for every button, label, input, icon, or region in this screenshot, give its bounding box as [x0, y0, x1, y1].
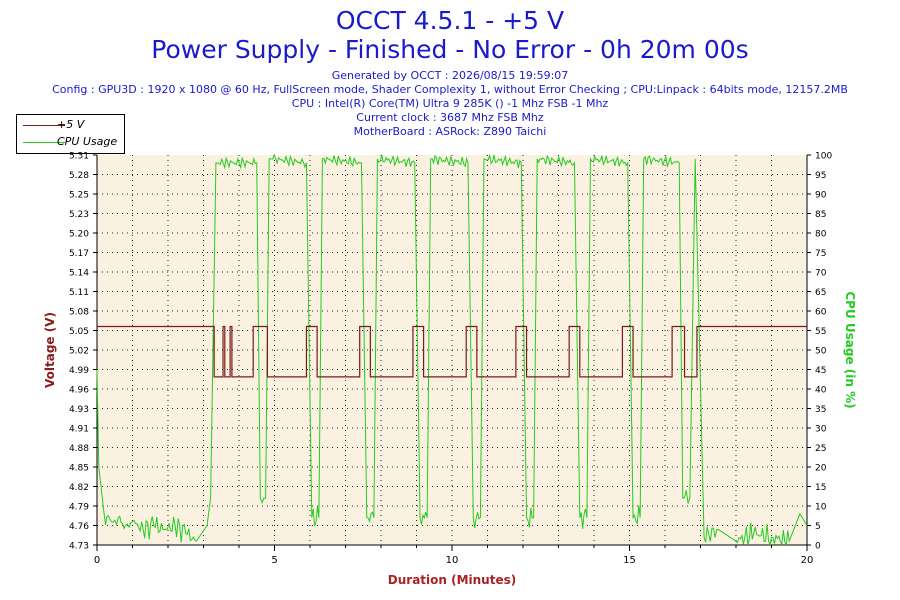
- y-tick-label: 4.88: [69, 444, 89, 454]
- y2-tick-label: 40: [815, 386, 827, 396]
- legend-swatch-cpu: [23, 142, 65, 143]
- y2-tick-label: 95: [815, 171, 826, 181]
- y-tick-label: 4.79: [69, 503, 89, 513]
- y-tick-label: 4.91: [69, 425, 89, 435]
- chart-subtitle: Power Supply - Finished - No Error - 0h …: [151, 35, 749, 64]
- motherboard-info: MotherBoard : ASRock: Z890 Taichi: [353, 125, 547, 138]
- y2-tick-label: 10: [815, 503, 827, 513]
- y2-tick-label: 35: [815, 405, 826, 415]
- y-tick-label: 4.76: [69, 522, 89, 532]
- series-5v: [97, 325, 807, 378]
- y-tick-label: 5.25: [69, 191, 89, 201]
- y-tick-label: 5.20: [69, 230, 89, 240]
- y2-tick-label: 25: [815, 444, 826, 454]
- y2-axis-title: CPU Usage (in %): [843, 291, 857, 408]
- x-tick-label: 20: [801, 555, 814, 566]
- plot-area: [97, 155, 807, 545]
- y-tick-label: 5.08: [69, 308, 89, 318]
- y-tick-label: 5.02: [69, 347, 89, 357]
- y-tick-label: 4.85: [69, 464, 89, 474]
- y2-tick-label: 45: [815, 366, 826, 376]
- y-axis-title: Voltage (V): [43, 312, 57, 388]
- x-tick-label: 0: [94, 555, 100, 566]
- y-tick-label: 5.05: [69, 327, 89, 337]
- config-info: Config : GPU3D : 1920 x 1080 @ 60 Hz, Fu…: [52, 83, 848, 96]
- y2-tick-label: 65: [815, 288, 826, 298]
- generated-info: Generated by OCCT : 2026/08/15 19:59:07: [331, 69, 569, 82]
- y2-tick-label: 30: [815, 425, 827, 435]
- y2-tick-label: 90: [815, 191, 827, 201]
- y-tick-label: 4.96: [69, 386, 89, 396]
- y2-tick-label: 0: [815, 542, 821, 552]
- y-tick-label: 5.28: [69, 171, 89, 181]
- y-tick-label: 5.14: [69, 269, 89, 279]
- legend-item-voltage: +5 V: [17, 117, 124, 133]
- y-tick-label: 4.99: [69, 366, 89, 376]
- y2-tick-label: 5: [815, 522, 821, 532]
- y-tick-label: 4.82: [69, 483, 89, 493]
- y2-tick-label: 85: [815, 210, 826, 220]
- legend-label-cpu: CPU Usage: [57, 135, 118, 148]
- y2-tick-label: 20: [815, 464, 827, 474]
- legend-item-cpu: CPU Usage: [17, 134, 124, 150]
- x-tick-label: 5: [271, 555, 277, 566]
- y2-tick-label: 60: [815, 308, 827, 318]
- chart-title: OCCT 4.5.1 - +5 V: [335, 6, 565, 35]
- x-axis-title: Duration (Minutes): [388, 573, 516, 587]
- legend-swatch-voltage: [23, 125, 65, 126]
- y-tick-label: 5.11: [69, 288, 89, 298]
- x-tick-label: 15: [623, 555, 636, 566]
- cpu-info: CPU : Intel(R) Core(TM) Ultra 9 285K () …: [291, 97, 609, 110]
- x-tick-label: 10: [446, 555, 459, 566]
- y2-tick-label: 75: [815, 249, 826, 259]
- y2-tick-label: 55: [815, 327, 826, 337]
- legend: +5 V CPU Usage: [16, 114, 125, 154]
- y2-tick-label: 70: [815, 269, 827, 279]
- y2-tick-label: 80: [815, 230, 827, 240]
- y-tick-label: 4.73: [69, 542, 89, 552]
- y2-tick-label: 100: [815, 152, 832, 162]
- y2-tick-label: 50: [815, 347, 827, 357]
- y-tick-label: 5.17: [69, 249, 89, 259]
- y2-tick-label: 15: [815, 483, 826, 493]
- y-tick-label: 5.23: [69, 210, 89, 220]
- series-cpu-usage: [96, 153, 808, 547]
- legend-label-voltage: +5 V: [57, 118, 85, 131]
- clock-info: Current clock : 3687 Mhz FSB Mhz: [356, 111, 544, 124]
- y-tick-label: 4.93: [69, 405, 89, 415]
